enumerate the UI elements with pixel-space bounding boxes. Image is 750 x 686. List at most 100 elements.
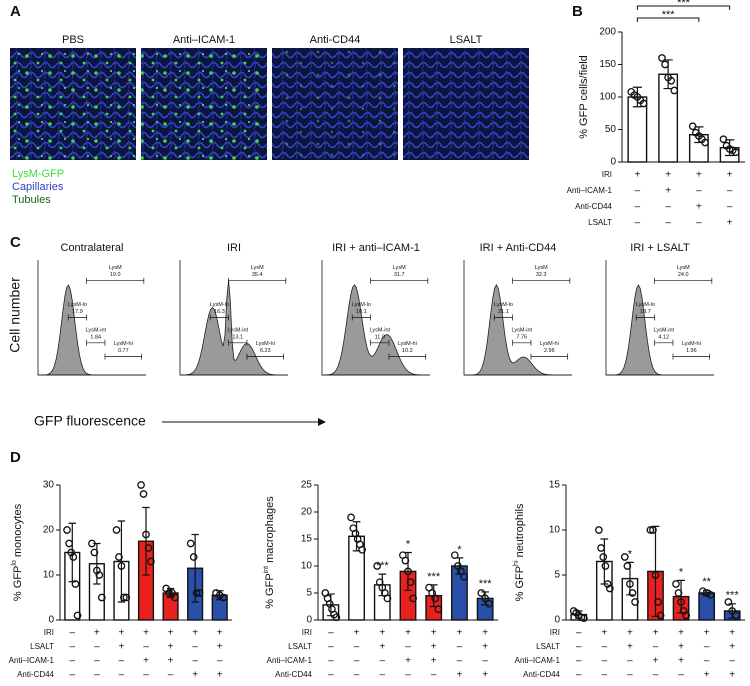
y-tick-label: 10	[43, 570, 55, 581]
condition-sign: –	[696, 186, 702, 197]
data-point	[69, 553, 78, 561]
gate-name: LysM-lo	[636, 302, 655, 308]
condition-sign: –	[119, 670, 125, 681]
condition-sign: –	[380, 656, 386, 667]
condition-label: Anti–ICAM-1	[567, 186, 613, 195]
image-title: LSALT	[450, 34, 483, 46]
data-point	[595, 526, 603, 534]
gate-value: 10.2	[402, 348, 413, 354]
condition-sign: +	[601, 628, 607, 639]
data-point	[649, 526, 657, 534]
condition-sign: +	[665, 186, 671, 197]
data-point	[654, 598, 662, 606]
condition-sign: –	[405, 670, 411, 681]
condition-label: Anti-CD44	[275, 670, 312, 679]
data-point	[189, 553, 198, 561]
significance: ***	[427, 571, 441, 583]
micrograph-gfp	[10, 48, 136, 160]
condition-label: IRI	[550, 628, 560, 637]
condition-sign: +	[729, 642, 735, 653]
gate-value: 13.1	[232, 334, 243, 340]
condition-sign: +	[431, 656, 437, 667]
condition-sign: –	[70, 642, 76, 653]
gate-name: LysM-hi	[256, 341, 275, 347]
data-point	[631, 598, 639, 606]
data-point	[477, 589, 486, 597]
y-tick-label: 0	[554, 615, 560, 626]
condition-sign: +	[405, 628, 411, 639]
condition-sign: +	[696, 202, 702, 213]
y-axis-label-rest: monocytes	[12, 503, 24, 560]
gate-value: 7.76	[516, 334, 527, 340]
condition-sign: –	[653, 670, 659, 681]
condition-label: LSALT	[536, 642, 560, 651]
gate-name: LysM-int	[369, 327, 390, 333]
condition-sign: +	[653, 656, 659, 667]
significance: *	[628, 548, 633, 560]
condition-sign: –	[635, 202, 641, 213]
data-point	[404, 567, 412, 576]
gate-value: 16.3	[214, 309, 225, 315]
condition-sign: –	[602, 642, 608, 653]
data-point	[450, 551, 459, 560]
gate	[228, 339, 248, 346]
condition-sign: +	[653, 628, 659, 639]
data-point	[147, 557, 155, 566]
y-tick-label: 0	[48, 615, 54, 626]
y-tick-label: 5	[306, 588, 312, 599]
condition-sign: +	[729, 670, 735, 681]
condition-sign: –	[328, 670, 334, 681]
data-point	[88, 539, 96, 548]
data-point	[90, 548, 99, 557]
condition-sign: –	[70, 670, 76, 681]
data-point	[431, 594, 440, 603]
condition-sign: –	[704, 642, 710, 653]
y-tick-label: 100	[599, 92, 616, 103]
gate-name: LysM-lo	[352, 302, 371, 308]
y-axis-label-text: % GFP	[12, 566, 24, 601]
condition-sign: –	[192, 642, 198, 653]
condition-sign: +	[168, 628, 174, 639]
y-axis-label-rest: neutrophils	[514, 503, 526, 560]
condition-label: Anti-CD44	[17, 670, 54, 679]
data-point	[651, 571, 660, 579]
data-point	[358, 545, 366, 554]
data-point	[171, 593, 179, 602]
panel-label: D	[10, 449, 21, 466]
data-point	[580, 614, 588, 623]
data-point	[139, 490, 148, 498]
gate-name: LysM-int	[511, 327, 532, 333]
y-axis-label-sup: int	[263, 566, 270, 573]
data-point	[219, 593, 228, 602]
condition-label: LSALT	[588, 218, 612, 227]
condition-sign: –	[217, 656, 223, 667]
image-title: PBS	[62, 34, 84, 46]
data-point	[97, 593, 106, 602]
data-point	[724, 598, 733, 606]
panel-label: C	[10, 234, 21, 251]
data-point	[71, 580, 80, 588]
error-bar	[117, 520, 126, 603]
condition-label: Anti-CD44	[575, 202, 612, 211]
gate-value: 35.4	[252, 272, 263, 278]
data-point	[661, 60, 669, 69]
condition-sign: –	[405, 642, 411, 653]
condition-sign: +	[457, 670, 463, 681]
condition-sign: –	[696, 218, 702, 229]
micrograph-gfp	[272, 48, 398, 160]
gate-name: LysM-hi	[114, 341, 133, 347]
data-point	[656, 611, 665, 620]
condition-sign: –	[143, 642, 149, 653]
legend-label: LysM-GFP	[12, 168, 64, 180]
data-point	[605, 584, 614, 593]
data-point	[674, 589, 683, 597]
gate	[654, 277, 713, 284]
data-point	[620, 553, 629, 561]
condition-sign: +	[431, 642, 437, 653]
condition-sign: –	[627, 656, 633, 667]
condition-sign: +	[217, 670, 223, 681]
condition-sign: –	[457, 642, 463, 653]
data-point	[115, 553, 123, 561]
data-point	[728, 607, 737, 615]
y-axis-label-text: % GFP cells/field	[578, 55, 590, 139]
